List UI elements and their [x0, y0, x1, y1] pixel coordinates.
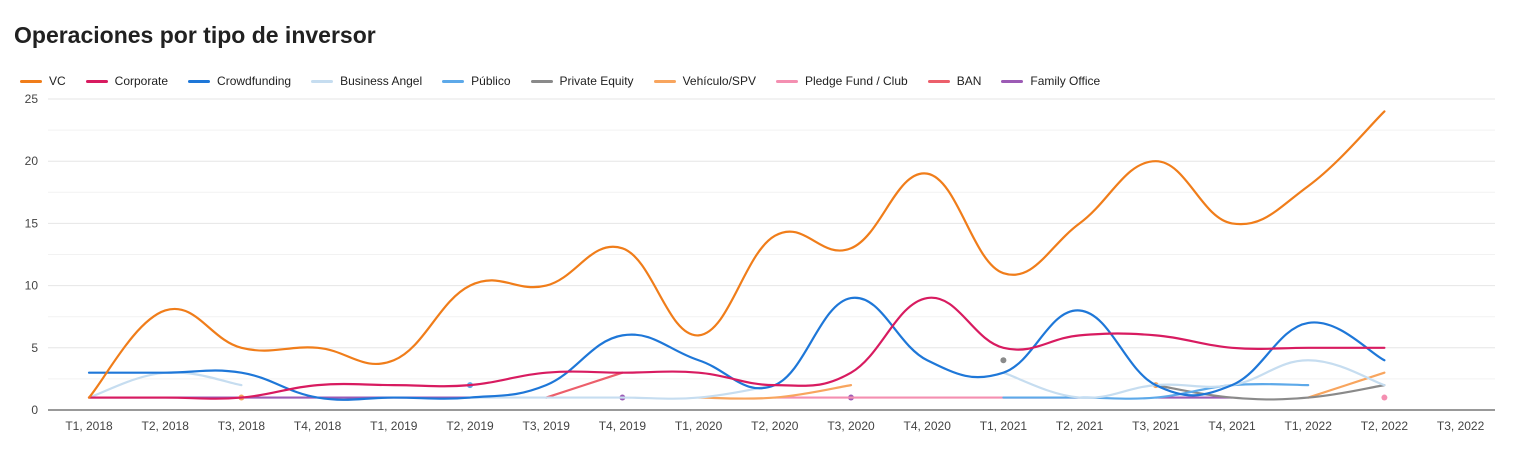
y-tick-label: 10: [25, 279, 39, 293]
x-tick-label: T1, 2019: [370, 419, 418, 433]
legend-label: VC: [49, 74, 66, 88]
line-veh-culo-spv: [697, 384, 853, 400]
x-tick-label: T4, 2019: [599, 419, 647, 433]
legend-item-private-equity[interactable]: Private Equity: [530, 74, 634, 88]
x-tick-label: T1, 2021: [980, 419, 1028, 433]
data-point-private-equity: [1000, 357, 1007, 364]
x-tick-label: T4, 2021: [1208, 419, 1256, 433]
series-lines: [87, 110, 1388, 401]
legend-item-p-blico[interactable]: Público: [442, 74, 511, 88]
x-tick-label: T1, 2018: [65, 419, 113, 433]
legend-label: Private Equity: [559, 74, 634, 88]
legend-swatch: [442, 79, 465, 83]
y-tick-label: 25: [25, 92, 39, 106]
line-p-blico: [1002, 382, 1310, 400]
x-tick-label: T3, 2021: [1132, 419, 1180, 433]
line-ban: [545, 371, 624, 399]
legend-item-family-office[interactable]: Family Office: [1001, 74, 1100, 88]
legend-label: Pledge Fund / Club: [804, 74, 908, 88]
x-tick-label: T2, 2019: [446, 419, 494, 433]
chart-title: Operaciones por tipo de inversor: [14, 22, 376, 48]
x-axis-ticks: T1, 2018 T2, 2018 T3, 2018 T4, 2018 T1, 2019…: [65, 419, 1484, 433]
y-axis-ticks: 0 5 10 15 20 25: [25, 92, 39, 417]
line-business-angel: [1002, 359, 1386, 399]
data-point-pledge-fund-club: [1381, 394, 1388, 401]
x-tick-label: T2, 2020: [751, 419, 799, 433]
legend-swatch: [85, 79, 108, 83]
y-tick-label: 15: [25, 216, 39, 230]
legend-label: BAN: [956, 74, 982, 88]
legend-item-pledge-fund-club[interactable]: Pledge Fund / Club: [775, 74, 908, 88]
y-tick-label: 5: [31, 341, 38, 355]
x-tick-label: T3, 2018: [218, 419, 266, 433]
line-business-angel: [468, 384, 776, 400]
legend-label: Family Office: [1030, 74, 1101, 88]
x-tick-label: T4, 2020: [904, 419, 952, 433]
x-tick-label: T3, 2019: [523, 419, 571, 433]
x-tick-label: T2, 2022: [1361, 419, 1409, 433]
legend-swatch: [1001, 79, 1024, 83]
legend-swatch: [927, 79, 950, 83]
legend-swatch: [311, 79, 334, 83]
legend-item-crowdfunding[interactable]: Crowdfunding: [188, 74, 291, 88]
x-tick-label: T1, 2020: [675, 419, 723, 433]
legend-item-ban[interactable]: BAN: [927, 74, 982, 88]
x-tick-label: T2, 2021: [1056, 419, 1104, 433]
legend-label: Business Angel: [340, 74, 423, 88]
x-tick-label: T3, 2022: [1437, 419, 1485, 433]
x-tick-label: T4, 2018: [294, 419, 342, 433]
series-vc: [87, 110, 1386, 399]
series-corporate: [87, 296, 1386, 400]
legend-swatch: [775, 79, 798, 83]
chart-legend: VC Corporate Crowdfunding Business Angel Púb…: [20, 74, 1120, 88]
legend-swatch: [530, 79, 553, 83]
line-business-angel: [87, 371, 243, 399]
legend-swatch: [20, 79, 42, 83]
line-private-equity: [1154, 384, 1386, 401]
legend-label: Vehículo/SPV: [682, 74, 756, 88]
x-tick-label: T1, 2022: [1285, 419, 1333, 433]
legend-swatch: [653, 79, 676, 83]
series-ban: [545, 371, 624, 399]
legend-label: Público: [471, 74, 511, 88]
legend-item-corporate[interactable]: Corporate: [85, 74, 169, 88]
x-tick-label: T2, 2018: [142, 419, 190, 433]
line-veh-culo-spv: [1307, 371, 1386, 399]
legend-item-veh-culo-spv[interactable]: Vehículo/SPV: [653, 74, 756, 88]
legend-label: Crowdfunding: [217, 74, 292, 88]
y-tick-label: 20: [25, 154, 39, 168]
series-private-equity: [1000, 357, 1386, 401]
line-vc: [87, 110, 1386, 399]
line-corporate: [87, 296, 1386, 400]
legend-swatch: [188, 79, 211, 83]
x-tick-label: T3, 2020: [827, 419, 875, 433]
legend-label: Corporate: [114, 74, 169, 88]
legend-item-business-angel[interactable]: Business Angel: [311, 74, 422, 88]
legend-item-vc[interactable]: VC: [20, 74, 66, 88]
y-tick-label: 0: [31, 403, 38, 417]
